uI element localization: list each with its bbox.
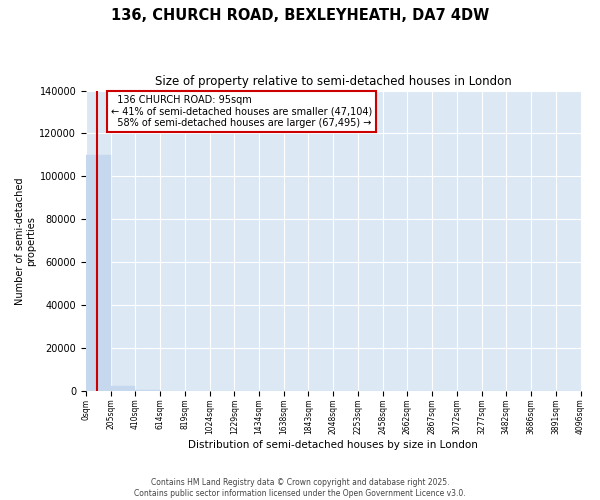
Y-axis label: Number of semi-detached
properties: Number of semi-detached properties [15,177,37,304]
Title: Size of property relative to semi-detached houses in London: Size of property relative to semi-detach… [155,75,512,88]
Text: 136, CHURCH ROAD, BEXLEYHEATH, DA7 4DW: 136, CHURCH ROAD, BEXLEYHEATH, DA7 4DW [111,8,489,22]
Bar [86,155,111,391]
Bar [111,386,136,391]
Text: 136 CHURCH ROAD: 95sqm
← 41% of semi-detached houses are smaller (47,104)
  58% : 136 CHURCH ROAD: 95sqm ← 41% of semi-det… [112,95,373,128]
X-axis label: Distribution of semi-detached houses by size in London: Distribution of semi-detached houses by … [188,440,478,450]
Text: Contains HM Land Registry data © Crown copyright and database right 2025.
Contai: Contains HM Land Registry data © Crown c… [134,478,466,498]
Bar [136,390,160,391]
